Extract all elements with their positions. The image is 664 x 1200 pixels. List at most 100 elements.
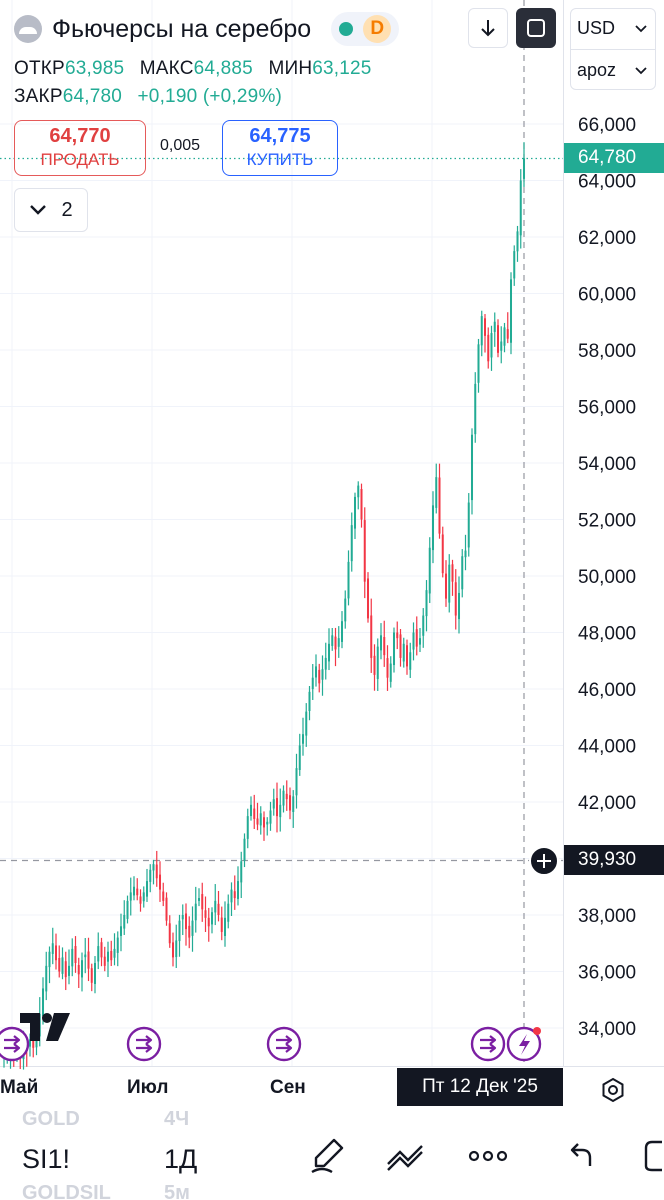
candle — [353, 492, 357, 540]
chevron-down-icon — [635, 25, 647, 33]
candle — [337, 626, 340, 658]
candle — [162, 882, 165, 907]
candle — [194, 886, 197, 933]
candle — [282, 785, 285, 813]
scale-mode[interactable]: apoz — [577, 60, 617, 80]
candle — [240, 851, 243, 899]
tradingview-logo-icon — [20, 1013, 70, 1041]
candle — [516, 225, 519, 262]
y-axis-tick-label: 44,000 — [578, 737, 636, 758]
candle — [477, 338, 480, 393]
candle — [428, 537, 431, 604]
crosshair-date-tag: Пт 12 Дек '25 — [397, 1068, 563, 1106]
symbol-title[interactable]: Фьючерсы на серебро — [52, 14, 312, 43]
y-axis-tick-label: 52,000 — [578, 511, 636, 532]
event-markers — [0, 1026, 542, 1062]
undo-icon[interactable] — [564, 1136, 600, 1176]
candle — [285, 780, 288, 811]
candle — [321, 655, 324, 696]
y-axis-tick-label: 58,000 — [578, 341, 636, 362]
candle — [259, 806, 262, 835]
candle — [188, 916, 191, 949]
symbol-selector[interactable]: SI1! — [22, 1144, 71, 1174]
currency-selector[interactable]: USD apoz — [570, 8, 656, 90]
y-axis-tick-label: 50,000 — [578, 567, 636, 588]
add-alert-button[interactable] — [529, 846, 559, 876]
candle — [357, 481, 360, 510]
candle — [142, 886, 145, 908]
candle — [269, 801, 272, 831]
candle — [308, 686, 311, 721]
candle — [227, 894, 230, 929]
chart-settings-icon[interactable] — [600, 1077, 626, 1103]
candle — [324, 642, 327, 680]
high-value: 64,885 — [193, 58, 253, 79]
candle — [474, 372, 477, 443]
y-axis-tick-label: 66,000 — [578, 115, 636, 136]
x-axis-label-sep: Сен — [270, 1077, 306, 1098]
candle — [67, 949, 71, 985]
market-open-icon — [339, 22, 354, 36]
chart-header: Фьючерсы на серебро D ОТКР63,985 МАКС64,… — [0, 0, 664, 232]
candle — [168, 915, 171, 948]
candle — [253, 794, 256, 829]
candle — [106, 941, 110, 978]
candle — [139, 889, 142, 912]
candle — [171, 932, 175, 967]
candle — [389, 656, 392, 688]
interval-selector[interactable]: 1Д — [164, 1144, 198, 1174]
candle — [217, 890, 220, 922]
high-label: МАКС — [139, 58, 194, 79]
brush-icon[interactable] — [308, 1136, 348, 1176]
scroll-down-button[interactable] — [468, 8, 508, 48]
more-icon[interactable] — [466, 1136, 510, 1176]
drawing-tools-icon[interactable] — [384, 1136, 428, 1176]
candle — [110, 940, 113, 967]
price-axis: 66,000 64,000 62,000 60,000 58,000 56,000 54,0… — [578, 115, 636, 1040]
candle — [80, 952, 84, 992]
candle — [175, 924, 178, 968]
rollover-event-icon[interactable] — [470, 1026, 506, 1062]
candle — [181, 904, 184, 936]
candle — [454, 569, 457, 630]
news-event-icon[interactable] — [506, 1026, 542, 1062]
candle — [493, 312, 496, 347]
rollover-event-icon[interactable] — [0, 1026, 30, 1062]
rollover-event-icon[interactable] — [266, 1026, 302, 1062]
candle — [506, 312, 509, 344]
candle — [363, 507, 366, 599]
candle — [483, 314, 487, 353]
candle — [500, 326, 503, 364]
sell-button[interactable]: 64,770 ПРОДАТЬ — [14, 120, 146, 176]
candle — [152, 859, 155, 885]
candle — [435, 463, 438, 514]
candle — [84, 938, 87, 974]
last-price-tag: 64,780 — [564, 143, 664, 173]
candle — [129, 877, 132, 916]
candle — [409, 642, 412, 678]
indicators-toggle[interactable]: 2 — [14, 188, 88, 232]
redo-icon[interactable] — [640, 1136, 664, 1176]
candle — [311, 664, 314, 701]
candle — [288, 787, 292, 820]
market-status[interactable]: D — [331, 12, 400, 46]
rollover-event-icon[interactable] — [126, 1026, 162, 1062]
candle — [266, 817, 269, 836]
candle — [145, 868, 149, 902]
candle — [327, 628, 331, 671]
delayed-data-badge: D — [363, 15, 392, 43]
candle — [136, 878, 139, 901]
candle — [207, 907, 210, 942]
price-chart[interactable]: 66,000 64,000 62,000 60,000 58,000 56,000 54,0… — [0, 0, 664, 1112]
candle — [230, 882, 233, 917]
candle — [178, 914, 181, 957]
candle — [422, 608, 425, 648]
candle — [350, 512, 353, 572]
candle — [444, 560, 448, 607]
buy-button[interactable]: 64,775 КУПИТЬ — [222, 120, 338, 176]
fullscreen-button[interactable] — [516, 8, 556, 48]
candle — [301, 717, 305, 756]
candle — [314, 654, 318, 687]
y-axis-tick-label: 38,000 — [578, 906, 636, 927]
candle — [509, 272, 513, 355]
